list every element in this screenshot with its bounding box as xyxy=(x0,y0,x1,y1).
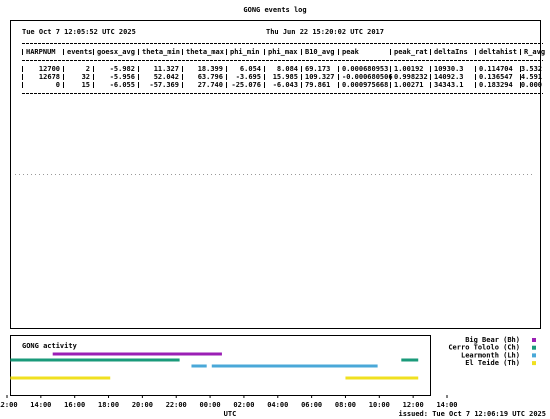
table-cell: 11.327 xyxy=(154,65,179,73)
table-cell: 14092.3 xyxy=(434,73,464,81)
table-cell: 27.740 xyxy=(198,81,223,89)
table-cell: 63.796 xyxy=(198,73,223,81)
table-cell: 18.399 xyxy=(198,65,223,73)
table-cell: 1.00271 xyxy=(394,81,424,89)
table-cell: -5.982 xyxy=(110,65,135,73)
table-cell: 6.054 xyxy=(240,65,261,73)
table-cell: -3.695 xyxy=(236,73,261,81)
legend-label: Big Bear (Bh) xyxy=(465,336,520,344)
table-cell: 8.084 xyxy=(277,65,298,73)
x-tick-label: 06:00 xyxy=(301,401,322,409)
legend-swatch xyxy=(532,338,536,342)
table-cell: 0.000 xyxy=(521,81,542,89)
column-header: R_avg xyxy=(524,48,545,56)
x-axis-label: UTC xyxy=(224,410,237,418)
table-cell: 0.114704 xyxy=(479,65,513,73)
table-cell: -0.000680506 xyxy=(342,73,393,81)
column-header: peak xyxy=(342,48,360,56)
legend-swatch xyxy=(532,353,536,358)
activity-segment xyxy=(10,358,180,362)
column-header: theta_min xyxy=(142,48,180,56)
column-header: deltahist xyxy=(479,48,517,56)
legend-swatch xyxy=(532,361,536,366)
table-cell: 3.532 xyxy=(521,65,542,73)
legend-label: Learmonth (Lh) xyxy=(461,351,520,359)
x-tick-label: 18:00 xyxy=(98,401,119,409)
activity-segment xyxy=(211,364,378,368)
legend-label: Cerro Tololo (Ch) xyxy=(448,344,520,352)
activity-segment xyxy=(345,376,419,380)
table-cell: 10930.3 xyxy=(434,65,464,73)
table-cell: 1.00192 xyxy=(394,65,424,73)
table-cell: 32 xyxy=(82,73,90,81)
x-tick-label: 12:00 xyxy=(0,401,18,409)
table-cell: 69.173 xyxy=(305,65,330,73)
column-header: phi_max xyxy=(268,48,298,56)
page-title: GONG events log xyxy=(243,6,306,14)
table-cell: 4.591 xyxy=(521,73,542,81)
activity-segment xyxy=(10,376,111,380)
table-cell: -57.369 xyxy=(149,81,179,89)
table-cell: 0 xyxy=(56,81,60,89)
table-cell: 79.861 xyxy=(305,81,330,89)
activity-segment xyxy=(52,352,222,356)
x-tick-label: 14:00 xyxy=(436,401,457,409)
x-tick-label: 14:00 xyxy=(30,401,51,409)
table-cell: 0.136547 xyxy=(479,73,513,81)
current-time: Tue Oct 7 12:05:52 UTC 2025 xyxy=(22,28,136,36)
legend-swatch xyxy=(532,345,536,350)
table-cell: 0.000975668 xyxy=(342,81,388,89)
column-header: events xyxy=(67,48,92,56)
legend-label: El Teide (Th) xyxy=(465,359,520,367)
table-cell: 12678 xyxy=(39,73,60,81)
column-header: deltaIns xyxy=(434,48,468,56)
x-tick-label: 04:00 xyxy=(267,401,288,409)
table-cell: -6.055 xyxy=(110,81,135,89)
table-cell: -6.043 xyxy=(273,81,298,89)
activity-panel xyxy=(10,335,431,396)
column-header: B10_avg xyxy=(305,48,335,56)
table-cell: 52.042 xyxy=(154,73,179,81)
events-panel xyxy=(10,20,541,329)
table-cell: 0.000680953 xyxy=(342,65,388,73)
x-tick-label: 16:00 xyxy=(64,401,85,409)
x-tick-label: 20:00 xyxy=(132,401,153,409)
table-cell: -5.956 xyxy=(110,73,135,81)
data-time: Thu Jun 22 15:20:02 UTC 2017 xyxy=(266,28,384,36)
column-header: goesx_avg xyxy=(97,48,135,56)
issued-time: issued: Tue Oct 7 12:06:19 UTC 2025 xyxy=(398,410,546,418)
table-cell: -25.076 xyxy=(231,81,261,89)
activity-segment xyxy=(401,358,419,362)
table-cell: 15 xyxy=(82,81,90,89)
table-cell: 15.985 xyxy=(273,73,298,81)
x-tick-label: 02:00 xyxy=(233,401,254,409)
activity-segment xyxy=(191,364,207,368)
x-tick-label: 08:00 xyxy=(335,401,356,409)
x-tick-label: 10:00 xyxy=(369,401,390,409)
table-cell: 34343.1 xyxy=(434,81,464,89)
table-cell: 12700 xyxy=(39,65,60,73)
table-cell: 2 xyxy=(86,65,90,73)
column-header: HARPNUM xyxy=(26,48,56,56)
x-tick-label: 00:00 xyxy=(200,401,221,409)
table-cell: 109.327 xyxy=(305,73,335,81)
column-header: peak_rat xyxy=(394,48,428,56)
column-header: theta_max xyxy=(186,48,225,56)
table-cell: 0.183294 xyxy=(479,81,513,89)
x-tick-label: 12:00 xyxy=(403,401,424,409)
x-tick-label: 22:00 xyxy=(166,401,187,409)
table-cell: 0.998232 xyxy=(394,73,428,81)
activity-title: GONG activity xyxy=(22,342,78,350)
column-header: phi_min xyxy=(230,48,260,56)
